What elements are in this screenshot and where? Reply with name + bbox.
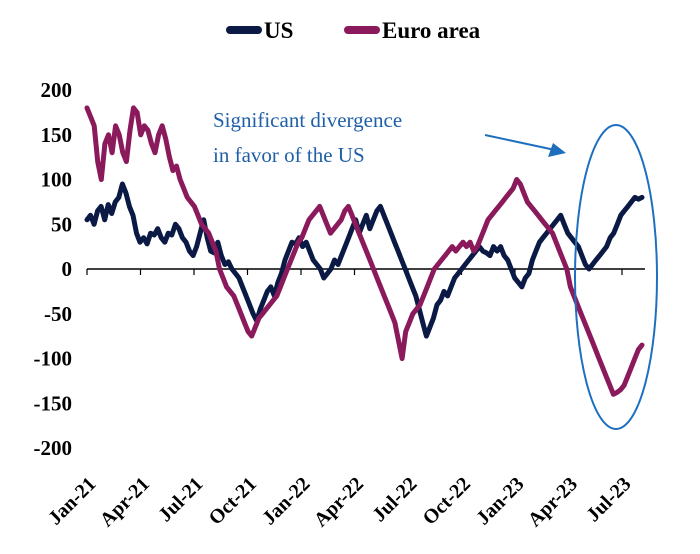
x-tick-label: Jan-23 — [472, 473, 528, 529]
annotation-arrow-line — [484, 134, 556, 151]
x-tick-label: Jul-22 — [368, 473, 421, 526]
x-tick-label: Jul-23 — [582, 473, 635, 526]
x-tick-label: Apr-23 — [524, 473, 582, 531]
y-tick-label: 0 — [62, 257, 73, 281]
y-tick-label: 200 — [41, 78, 73, 102]
annotation-line-2: in favor of the US — [213, 143, 365, 167]
series-group — [84, 105, 645, 397]
y-tick-label: -100 — [34, 347, 73, 371]
x-tick-label: Jan-22 — [258, 473, 314, 529]
legend: US Euro area — [226, 18, 481, 43]
x-tick-label: Oct-22 — [419, 473, 475, 529]
series-line-us — [84, 181, 645, 339]
x-tick-label: Jan-21 — [44, 473, 100, 529]
y-tick-label: 50 — [51, 212, 72, 236]
y-tick-label: -50 — [44, 302, 72, 326]
series-line-euro-area — [84, 105, 645, 397]
annotation: Significant divergence in favor of the U… — [213, 108, 658, 430]
x-tick-label: Apr-22 — [310, 473, 368, 531]
legend-label-us: US — [264, 18, 293, 43]
legend-label-euro-area: Euro area — [382, 18, 481, 43]
annotation-line-1: Significant divergence — [213, 108, 402, 132]
y-tick-label: -200 — [34, 436, 73, 460]
y-tick-label: -150 — [34, 391, 73, 415]
y-tick-label: 150 — [41, 123, 73, 147]
x-tick-label: Apr-21 — [96, 473, 154, 531]
x-tick-label: Jul-21 — [154, 473, 207, 526]
annotation-arrow-head — [548, 143, 566, 157]
x-tick-label: Oct-21 — [205, 473, 261, 529]
divergence-highlight-ellipse — [574, 124, 658, 430]
y-axis: 200 150 100 50 0 -50 -100 -150 -200 — [34, 78, 73, 460]
y-tick-label: 100 — [41, 168, 73, 192]
